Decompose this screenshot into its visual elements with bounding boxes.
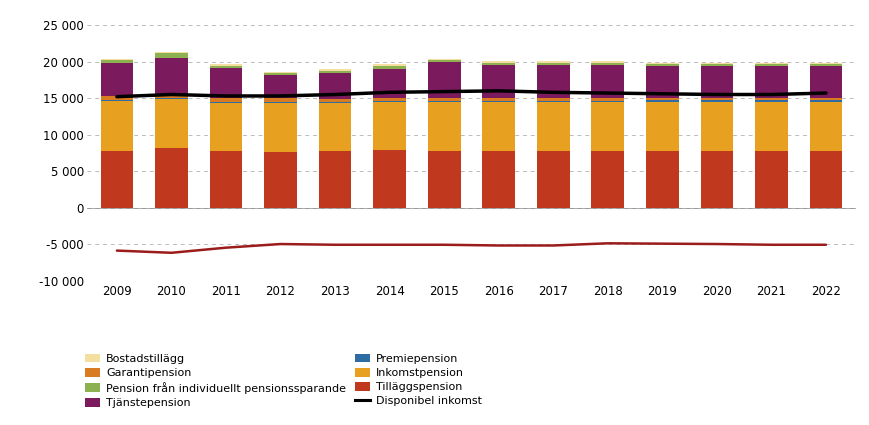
Bar xyxy=(646,100,679,102)
Bar xyxy=(646,98,679,100)
Bar xyxy=(374,102,406,150)
Bar xyxy=(319,151,351,207)
Bar xyxy=(755,62,788,64)
Bar xyxy=(482,98,515,101)
Bar xyxy=(101,151,133,207)
Bar xyxy=(646,64,679,66)
Bar xyxy=(482,62,515,63)
Bar xyxy=(810,151,842,207)
Bar xyxy=(755,64,788,66)
Bar xyxy=(374,64,406,66)
Bar xyxy=(374,150,406,207)
Bar xyxy=(646,151,679,207)
Bar xyxy=(592,62,624,63)
Bar xyxy=(755,66,788,98)
Bar xyxy=(101,62,133,96)
Bar xyxy=(428,62,461,98)
Bar xyxy=(537,65,569,98)
Bar xyxy=(101,101,133,151)
Bar xyxy=(264,72,297,73)
Bar xyxy=(592,65,624,98)
Bar xyxy=(700,100,733,102)
Bar xyxy=(101,96,133,100)
Bar xyxy=(101,59,133,60)
Bar xyxy=(428,151,461,207)
Bar xyxy=(810,64,842,66)
Bar xyxy=(810,98,842,100)
Bar xyxy=(700,66,733,98)
Bar xyxy=(264,102,297,152)
Bar xyxy=(264,73,297,75)
Bar xyxy=(319,99,351,102)
Bar xyxy=(592,63,624,65)
Bar xyxy=(537,62,569,63)
Bar xyxy=(810,102,842,151)
Bar xyxy=(592,151,624,207)
Bar xyxy=(700,62,733,64)
Bar xyxy=(319,102,351,103)
Bar xyxy=(319,71,351,73)
Bar xyxy=(428,102,461,151)
Bar xyxy=(209,68,242,98)
Bar xyxy=(482,101,515,102)
Bar xyxy=(482,102,515,151)
Bar xyxy=(537,102,569,151)
Bar xyxy=(646,66,679,98)
Bar xyxy=(646,62,679,64)
Bar xyxy=(264,152,297,207)
Bar xyxy=(374,66,406,69)
Bar xyxy=(755,98,788,100)
Bar xyxy=(319,69,351,71)
Bar xyxy=(428,98,461,101)
Bar xyxy=(700,151,733,207)
Bar xyxy=(264,75,297,98)
Bar xyxy=(374,101,406,102)
Bar xyxy=(209,102,242,151)
Bar xyxy=(700,64,733,66)
Bar xyxy=(209,64,242,66)
Bar xyxy=(537,151,569,207)
Bar xyxy=(319,103,351,151)
Bar xyxy=(482,63,515,65)
Bar xyxy=(374,69,406,98)
Bar xyxy=(428,60,461,62)
Bar xyxy=(428,59,461,60)
Bar xyxy=(482,65,515,98)
Bar xyxy=(209,98,242,102)
Bar xyxy=(646,102,679,151)
Bar xyxy=(810,66,842,98)
Bar xyxy=(101,60,133,62)
Bar xyxy=(537,98,569,101)
Bar xyxy=(810,62,842,64)
Bar xyxy=(155,98,188,99)
Bar xyxy=(755,100,788,102)
Bar xyxy=(155,52,188,54)
Bar xyxy=(101,100,133,101)
Bar xyxy=(482,151,515,207)
Legend: Bostadstillägg, Garantipension, Pension från individuellt pensionssparande, Tjän: Bostadstillägg, Garantipension, Pension … xyxy=(85,354,482,408)
Bar xyxy=(537,101,569,102)
Bar xyxy=(319,73,351,99)
Bar xyxy=(155,99,188,148)
Bar xyxy=(155,94,188,98)
Bar xyxy=(700,98,733,100)
Bar xyxy=(537,63,569,65)
Bar xyxy=(592,101,624,102)
Bar xyxy=(155,58,188,94)
Bar xyxy=(209,66,242,68)
Bar xyxy=(428,101,461,102)
Bar xyxy=(755,102,788,151)
Bar xyxy=(810,100,842,102)
Bar xyxy=(264,98,297,102)
Bar xyxy=(155,148,188,207)
Bar xyxy=(155,54,188,58)
Bar xyxy=(700,102,733,151)
Bar xyxy=(374,98,406,101)
Bar xyxy=(755,151,788,207)
Bar xyxy=(592,98,624,101)
Bar xyxy=(592,102,624,151)
Bar xyxy=(209,151,242,207)
